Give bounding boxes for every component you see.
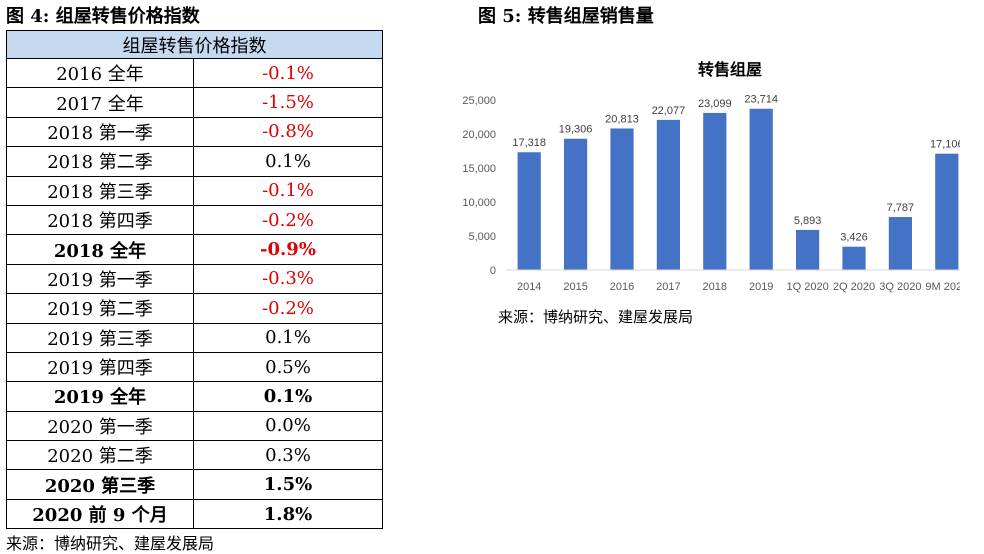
- data-label: 17,106: [930, 139, 960, 151]
- period-cell: 2019 第一季: [6, 263, 194, 295]
- period-cell: 2019 全年: [6, 381, 194, 412]
- figure4-source: 来源：博纳研究、建屋发展局: [6, 534, 215, 553]
- bar: [517, 152, 541, 270]
- period-cell: 2018 第三季: [6, 175, 194, 206]
- period-cell: 2018 全年: [6, 234, 194, 265]
- data-label: 20,813: [605, 113, 639, 125]
- value-cell: 0.0%: [193, 410, 383, 442]
- data-label: 5,893: [794, 215, 822, 227]
- value-cell: -0.8%: [193, 116, 383, 148]
- figure5-source: 来源：博纳研究、建屋发展局: [498, 308, 694, 326]
- value-cell: 0.3%: [193, 440, 383, 471]
- data-label: 22,077: [652, 105, 686, 117]
- table-row: 2020 第三季 1.5%: [6, 469, 383, 500]
- figure5-title: 图 5: 转售组屋销售量: [478, 6, 654, 27]
- bar: [656, 119, 680, 270]
- y-tick-label: 25,000: [462, 95, 496, 107]
- data-label: 7,787: [887, 202, 915, 214]
- y-tick-label: 5,000: [468, 231, 496, 243]
- bar: [888, 217, 912, 270]
- value-cell: 0.1%: [193, 146, 383, 177]
- table-row: 2019 第四季 0.5%: [6, 351, 383, 383]
- table-row: 2020 前 9 个月 1.8%: [6, 498, 383, 530]
- resale-volume-chart: 转售组屋 0 5,000 10,000 15,000 20,000 25,000 17,3…: [462, 60, 960, 293]
- period-cell: 2020 第二季: [6, 440, 194, 471]
- figure4-title: 图 4: 组屋转售价格指数: [6, 6, 200, 27]
- table-row: 2020 第二季 0.3%: [6, 440, 383, 471]
- table-row: 2019 全年 0.1%: [6, 381, 383, 412]
- x-tick-label: 3Q 2020: [879, 281, 921, 293]
- y-tick-label: 0: [490, 265, 496, 277]
- table-row: 2018 第二季 0.1%: [6, 146, 383, 177]
- bar: [564, 138, 588, 270]
- x-tick-label: 2Q 2020: [833, 281, 875, 293]
- y-tick-label: 20,000: [462, 129, 496, 141]
- bar: [703, 112, 727, 270]
- value-cell: -0.9%: [193, 234, 383, 265]
- x-tick-label: 2016: [610, 281, 634, 293]
- x-tick-label: 2015: [563, 281, 587, 293]
- table-row: 2018 全年 -0.9%: [6, 234, 383, 265]
- bar: [842, 246, 866, 270]
- value-cell: 1.8%: [193, 498, 383, 530]
- bar: [749, 108, 773, 270]
- value-cell: -0.2%: [193, 204, 383, 236]
- value-cell: -0.2%: [193, 293, 383, 324]
- period-cell: 2020 第三季: [6, 469, 194, 500]
- x-tick-label: 1Q 2020: [786, 281, 828, 293]
- period-cell: 2019 第二季: [6, 293, 194, 324]
- table-row: 2018 第一季 -0.8%: [6, 116, 383, 148]
- value-cell: 0.1%: [193, 322, 383, 353]
- period-cell: 2018 第四季: [6, 204, 194, 236]
- value-cell: 0.5%: [193, 351, 383, 383]
- data-label: 23,714: [744, 94, 778, 106]
- data-label: 23,099: [698, 98, 732, 110]
- y-tick-label: 10,000: [462, 197, 496, 209]
- table-header-row: 组屋转售价格指数: [6, 30, 383, 59]
- bar: [610, 128, 634, 270]
- table-row: 2019 第三季 0.1%: [6, 322, 383, 353]
- data-label: 17,318: [512, 137, 546, 149]
- table-row: 2018 第三季 -0.1%: [6, 175, 383, 206]
- period-cell: 2018 第一季: [6, 116, 194, 148]
- x-tick-label: 9M 2020: [925, 281, 960, 293]
- table-row: 2020 第一季 0.0%: [6, 410, 383, 442]
- x-tick-label: 2014: [517, 281, 541, 293]
- price-index-table: 组屋转售价格指数 2016 全年 -0.1% 2017 全年 -1.5% 2018 第一…: [6, 30, 383, 530]
- period-cell: 2019 第四季: [6, 351, 194, 383]
- value-cell: -1.5%: [193, 87, 383, 118]
- value-cell: -0.1%: [193, 57, 383, 89]
- period-cell: 2017 全年: [6, 87, 194, 118]
- value-cell: 1.5%: [193, 469, 383, 500]
- x-tick-label: 2019: [749, 281, 773, 293]
- table-row: 2019 第一季 -0.3%: [6, 263, 383, 295]
- x-tick-label: 2017: [656, 281, 680, 293]
- table-row: 2019 第二季 -0.2%: [6, 293, 383, 324]
- period-cell: 2019 第三季: [6, 322, 194, 353]
- chart-title: 转售组屋: [698, 60, 762, 79]
- period-cell: 2016 全年: [6, 57, 194, 89]
- bar: [935, 153, 959, 270]
- data-label: 3,426: [840, 232, 868, 244]
- table-row: 2017 全年 -1.5%: [6, 87, 383, 118]
- bar: [796, 229, 820, 270]
- table-row: 2016 全年 -0.1%: [6, 57, 383, 89]
- table-row: 2018 第四季 -0.2%: [6, 204, 383, 236]
- period-cell: 2020 前 9 个月: [6, 498, 194, 530]
- value-cell: 0.1%: [193, 381, 383, 412]
- period-cell: 2018 第二季: [6, 146, 194, 177]
- table-header: 组屋转售价格指数: [6, 30, 383, 59]
- period-cell: 2020 第一季: [6, 410, 194, 442]
- y-tick-label: 15,000: [462, 163, 496, 175]
- data-label: 19,306: [559, 124, 593, 136]
- value-cell: -0.1%: [193, 175, 383, 206]
- x-tick-label: 2018: [703, 281, 727, 293]
- value-cell: -0.3%: [193, 263, 383, 295]
